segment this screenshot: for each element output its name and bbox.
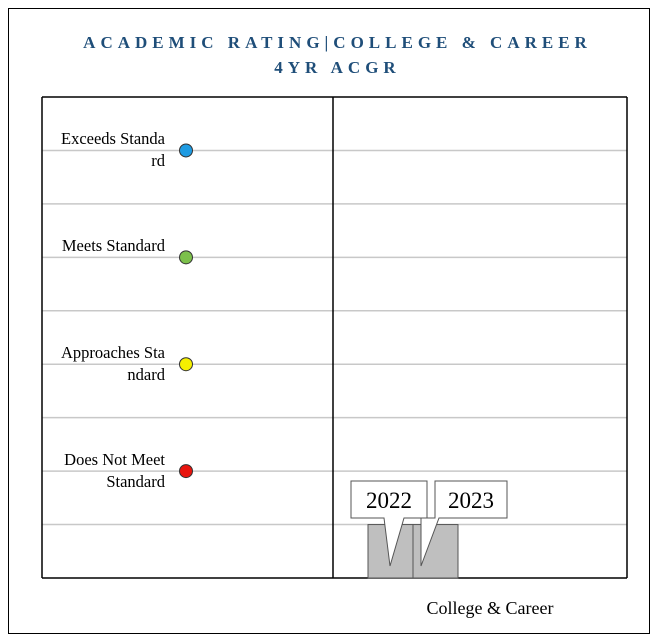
level-label: Does Not Meet Standard <box>64 450 165 492</box>
level-marker <box>179 464 193 479</box>
level-label: Approaches Standard <box>60 343 165 385</box>
level-label: Meets Standard <box>61 236 165 256</box>
level-marker <box>179 143 193 158</box>
frame <box>8 8 650 634</box>
chart-title: ACADEMIC RATING|COLLEGE & CAREER 4YR ACG… <box>83 33 592 77</box>
level-label: Exceeds Standard <box>60 129 165 171</box>
legend-label: 2023 <box>448 488 494 513</box>
legend-label: 2022 <box>366 488 412 513</box>
callout <box>420 480 508 567</box>
x-tick-label: College & Career <box>426 598 554 618</box>
level-marker <box>179 250 193 265</box>
level-marker <box>179 357 193 372</box>
callout <box>350 480 428 567</box>
bar <box>412 524 459 579</box>
